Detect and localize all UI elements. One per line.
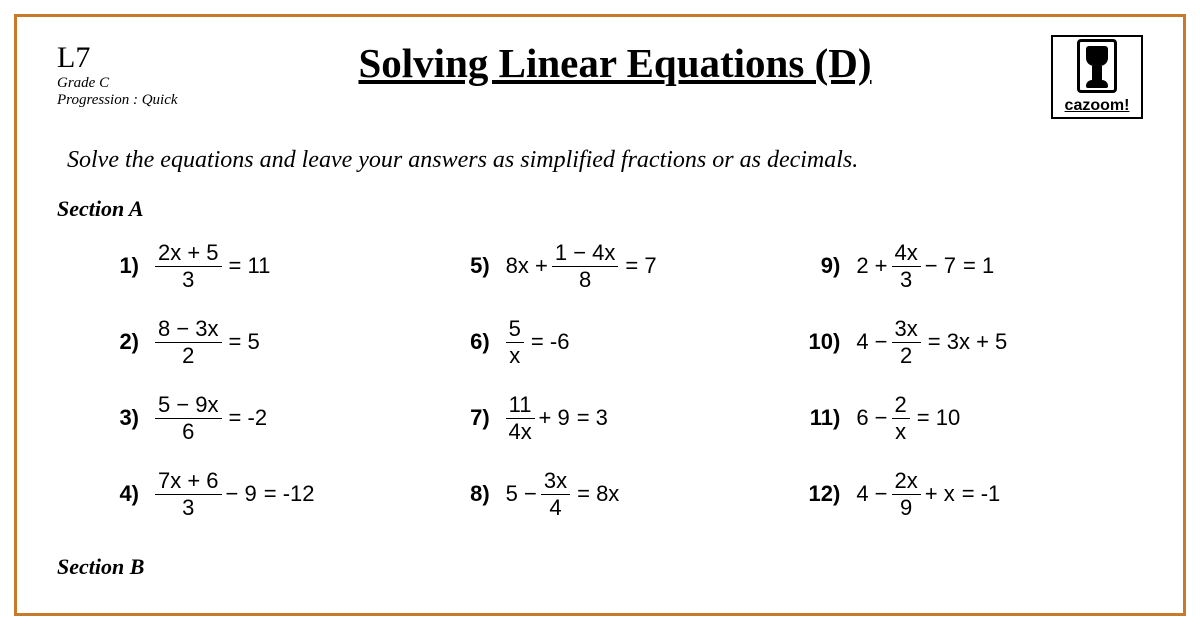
problem-expr: 8x + 1 − 4x8 = 7 bbox=[506, 241, 660, 290]
problem-row: 4) 7x + 63 − 9 = -12 bbox=[101, 456, 442, 532]
fraction: 4x3 bbox=[892, 241, 921, 290]
logo-text: cazoom! bbox=[1065, 97, 1130, 115]
fraction: 5x bbox=[506, 317, 524, 366]
section-b-label: Section B bbox=[57, 554, 1143, 580]
section-a-label: Section A bbox=[57, 196, 1143, 222]
level-code: L7 bbox=[57, 41, 187, 75]
problem-row: 11) 6 − 2x = 10 bbox=[802, 380, 1143, 456]
logo-box: cazoom! bbox=[1051, 35, 1143, 119]
problem-expr: 5 − 3x4 = 8x bbox=[506, 469, 623, 518]
problem-number: 9) bbox=[802, 253, 840, 279]
problem-number: 8) bbox=[452, 481, 490, 507]
problem-number: 7) bbox=[452, 405, 490, 431]
problem-number: 2) bbox=[101, 329, 139, 355]
problem-row: 7) 114x + 9 = 3 bbox=[452, 380, 793, 456]
worksheet-page: L7 Grade C Progression : Quick Solving L… bbox=[0, 0, 1200, 630]
progression-label: Progression : Quick bbox=[57, 92, 187, 109]
problem-expr: 5 − 9x6 = -2 bbox=[155, 393, 270, 442]
problem-expr: 2 + 4x3 − 7 = 1 bbox=[856, 241, 997, 290]
fraction: 3x4 bbox=[541, 469, 570, 518]
grade-label: Grade C bbox=[57, 75, 187, 92]
content-frame: L7 Grade C Progression : Quick Solving L… bbox=[14, 14, 1186, 616]
problems-grid: 1) 2x + 53 = 11 2) 8 − 3x2 = 5 3) bbox=[57, 228, 1143, 532]
drum-icon bbox=[1077, 39, 1117, 93]
problem-number: 5) bbox=[452, 253, 490, 279]
problems-col-2: 5) 8x + 1 − 4x8 = 7 6) 5x = -6 7) bbox=[452, 228, 793, 532]
brand-logo: cazoom! bbox=[1043, 35, 1143, 119]
fraction: 2x bbox=[892, 393, 910, 442]
problem-number: 3) bbox=[101, 405, 139, 431]
fraction: 5 − 9x6 bbox=[155, 393, 222, 442]
problem-row: 6) 5x = -6 bbox=[452, 304, 793, 380]
page-title: Solving Linear Equations (D) bbox=[207, 35, 1023, 87]
problem-expr: 4 − 3x2 = 3x + 5 bbox=[856, 317, 1010, 366]
fraction: 114x bbox=[506, 393, 535, 442]
problem-expr: 8 − 3x2 = 5 bbox=[155, 317, 263, 366]
problem-expr: 7x + 63 − 9 = -12 bbox=[155, 469, 318, 518]
problem-row: 1) 2x + 53 = 11 bbox=[101, 228, 442, 304]
instructions: Solve the equations and leave your answe… bbox=[67, 147, 1143, 174]
fraction: 3x2 bbox=[892, 317, 921, 366]
problem-expr: 4 − 2x9 + x = -1 bbox=[856, 469, 1003, 518]
problem-expr: 5x = -6 bbox=[506, 317, 573, 366]
problem-expr: 6 − 2x = 10 bbox=[856, 393, 963, 442]
problem-expr: 114x + 9 = 3 bbox=[506, 393, 611, 442]
problem-row: 10) 4 − 3x2 = 3x + 5 bbox=[802, 304, 1143, 380]
problem-number: 4) bbox=[101, 481, 139, 507]
problem-row: 12) 4 − 2x9 + x = -1 bbox=[802, 456, 1143, 532]
problem-number: 11) bbox=[802, 405, 840, 431]
problem-row: 2) 8 − 3x2 = 5 bbox=[101, 304, 442, 380]
problem-row: 5) 8x + 1 − 4x8 = 7 bbox=[452, 228, 793, 304]
fraction: 7x + 63 bbox=[155, 469, 222, 518]
problem-expr: 2x + 53 = 11 bbox=[155, 241, 273, 290]
problem-row: 9) 2 + 4x3 − 7 = 1 bbox=[802, 228, 1143, 304]
problem-number: 1) bbox=[101, 253, 139, 279]
fraction: 8 − 3x2 bbox=[155, 317, 222, 366]
fraction: 2x + 53 bbox=[155, 241, 222, 290]
meta-block: L7 Grade C Progression : Quick bbox=[57, 35, 187, 109]
fraction: 2x9 bbox=[892, 469, 921, 518]
problems-col-3: 9) 2 + 4x3 − 7 = 1 10) 4 − 3x2 = 3x + 5 bbox=[802, 228, 1143, 532]
problem-number: 6) bbox=[452, 329, 490, 355]
fraction: 1 − 4x8 bbox=[552, 241, 619, 290]
problems-col-1: 1) 2x + 53 = 11 2) 8 − 3x2 = 5 3) bbox=[101, 228, 442, 532]
problem-row: 3) 5 − 9x6 = -2 bbox=[101, 380, 442, 456]
problem-number: 10) bbox=[802, 329, 840, 355]
header: L7 Grade C Progression : Quick Solving L… bbox=[57, 35, 1143, 119]
problem-number: 12) bbox=[802, 481, 840, 507]
problem-row: 8) 5 − 3x4 = 8x bbox=[452, 456, 793, 532]
